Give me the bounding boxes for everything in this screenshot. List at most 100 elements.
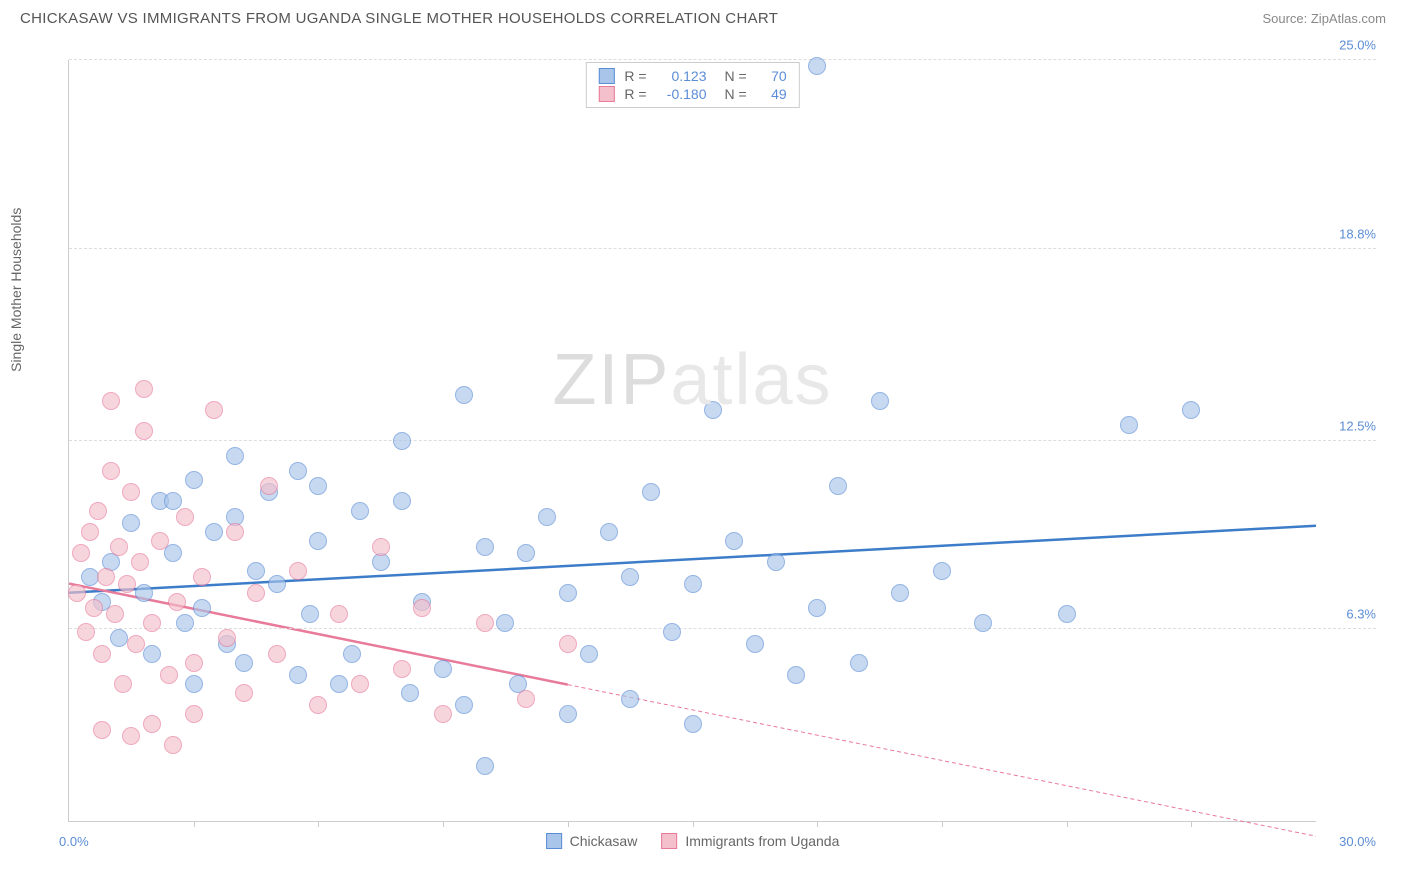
x-tick [1191, 821, 1192, 827]
scatter-point [260, 477, 278, 495]
scatter-point [135, 380, 153, 398]
scatter-point [476, 757, 494, 775]
scatter-point [621, 690, 639, 708]
scatter-point [372, 538, 390, 556]
scatter-point [351, 502, 369, 520]
scatter-point [81, 568, 99, 586]
scatter-point [226, 523, 244, 541]
stats-swatch [598, 86, 614, 102]
scatter-point [122, 727, 140, 745]
scatter-point [110, 629, 128, 647]
n-value: 70 [757, 68, 787, 84]
r-value: 0.123 [657, 68, 707, 84]
scatter-point [205, 401, 223, 419]
x-tick [194, 821, 195, 827]
x-tick [817, 821, 818, 827]
scatter-point [476, 614, 494, 632]
scatter-point [808, 57, 826, 75]
stats-swatch [598, 68, 614, 84]
legend-item: Chickasaw [546, 833, 638, 849]
scatter-point [185, 705, 203, 723]
scatter-point [559, 705, 577, 723]
scatter-point [247, 584, 265, 602]
scatter-point [580, 645, 598, 663]
legend-item: Immigrants from Uganda [661, 833, 839, 849]
plot-area: ZIPatlas R =0.123N =70R =-0.180N =49 0.0… [68, 60, 1316, 822]
scatter-point [131, 553, 149, 571]
scatter-point [808, 599, 826, 617]
legend-swatch [546, 833, 562, 849]
scatter-point [455, 696, 473, 714]
scatter-point [268, 645, 286, 663]
scatter-point [684, 575, 702, 593]
scatter-point [517, 690, 535, 708]
x-tick [568, 821, 569, 827]
scatter-point [309, 477, 327, 495]
scatter-point [106, 605, 124, 623]
n-label: N = [725, 68, 747, 84]
gridline-h [69, 59, 1376, 60]
scatter-point [746, 635, 764, 653]
source-link[interactable]: ZipAtlas.com [1311, 11, 1386, 26]
x-tick [443, 821, 444, 827]
scatter-point [850, 654, 868, 672]
gridline-h [69, 628, 1376, 629]
scatter-point [871, 392, 889, 410]
scatter-point [218, 629, 236, 647]
legend-swatch [661, 833, 677, 849]
scatter-point [85, 599, 103, 617]
scatter-point [684, 715, 702, 733]
trend-line-dashed [568, 685, 1316, 837]
scatter-point [185, 654, 203, 672]
gridline-h [69, 248, 1376, 249]
n-value: 49 [757, 86, 787, 102]
scatter-point [517, 544, 535, 562]
y-axis-title: Single Mother Households [8, 208, 24, 372]
y-tick-label: 12.5% [1321, 418, 1376, 433]
scatter-point [122, 483, 140, 501]
r-label: R = [624, 68, 646, 84]
scatter-point [143, 645, 161, 663]
scatter-point [118, 575, 136, 593]
gridline-h [69, 440, 1376, 441]
scatter-point [93, 645, 111, 663]
scatter-point [168, 593, 186, 611]
scatter-point [110, 538, 128, 556]
scatter-point [787, 666, 805, 684]
stats-row: R =-0.180N =49 [598, 85, 786, 103]
scatter-point [135, 584, 153, 602]
scatter-point [330, 605, 348, 623]
scatter-point [77, 623, 95, 641]
scatter-point [642, 483, 660, 501]
x-tick [318, 821, 319, 827]
scatter-point [933, 562, 951, 580]
r-value: -0.180 [657, 86, 707, 102]
y-tick-label: 18.8% [1321, 226, 1376, 241]
scatter-point [164, 736, 182, 754]
scatter-point [205, 523, 223, 541]
scatter-point [1058, 605, 1076, 623]
scatter-point [68, 584, 86, 602]
scatter-point [176, 508, 194, 526]
scatter-point [97, 568, 115, 586]
y-tick-label: 6.3% [1321, 607, 1376, 622]
scatter-point [974, 614, 992, 632]
scatter-point [401, 684, 419, 702]
scatter-point [143, 715, 161, 733]
x-tick [693, 821, 694, 827]
scatter-point [185, 675, 203, 693]
bottom-legend: Chickasaw Immigrants from Uganda [546, 833, 840, 849]
scatter-point [135, 422, 153, 440]
scatter-point [226, 447, 244, 465]
x-axis-min-label: 0.0% [59, 834, 89, 849]
scatter-point [393, 432, 411, 450]
scatter-point [81, 523, 99, 541]
legend-label: Chickasaw [570, 833, 638, 849]
scatter-point [496, 614, 514, 632]
scatter-point [127, 635, 145, 653]
scatter-point [151, 532, 169, 550]
scatter-point [235, 684, 253, 702]
scatter-point [559, 584, 577, 602]
scatter-point [767, 553, 785, 571]
trend-lines-layer [69, 60, 1316, 821]
